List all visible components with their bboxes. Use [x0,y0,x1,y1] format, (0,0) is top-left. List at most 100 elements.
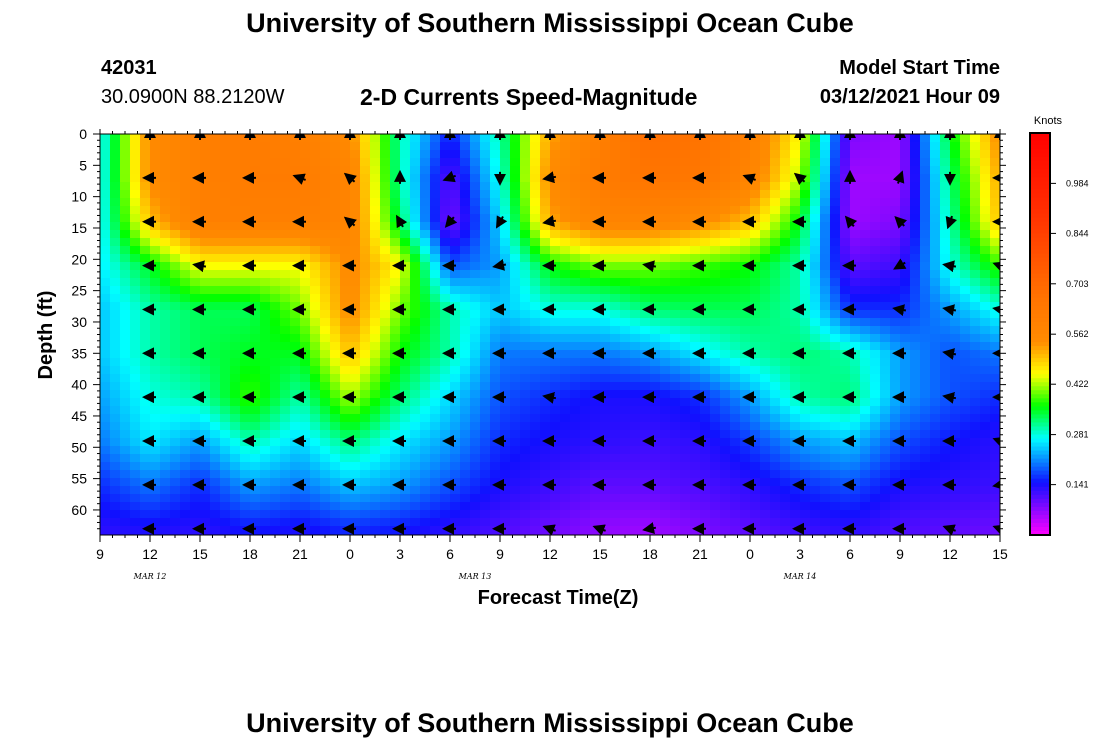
heatmap-cell [860,406,871,415]
heatmap-cell [670,150,681,159]
heatmap-cell [100,382,111,391]
heatmap-cell [880,270,891,279]
heatmap-cell [490,278,501,287]
heatmap-cell [490,334,501,343]
heatmap-cell [530,470,541,479]
y-tick-label: 45 [71,408,87,424]
heatmap-cell [550,318,561,327]
heatmap-cell [160,398,171,407]
heatmap-cell [490,350,501,359]
heatmap-cell [160,446,171,455]
heatmap-cell [190,414,201,423]
heatmap-cell [400,382,411,391]
heatmap-cell [710,438,721,447]
heatmap-cell [380,182,391,191]
heatmap-cell [640,374,651,383]
heatmap-cell [400,438,411,447]
heatmap-cell [850,494,861,503]
heatmap-cell [240,350,251,359]
heatmap-cell [450,398,461,407]
heatmap-cell [670,238,681,247]
heatmap-cell [950,286,961,295]
heatmap-cell [340,374,351,383]
heatmap-cell [340,246,351,255]
heatmap-cell [390,238,401,247]
heatmap-cell [470,350,481,359]
heatmap-cell [910,342,921,351]
heatmap-cell [920,230,931,239]
heatmap-cell [230,406,241,415]
heatmap-cell [350,246,361,255]
heatmap-cell [520,302,531,311]
heatmap-cell [960,246,971,255]
heatmap-cell [980,214,991,223]
heatmap-cell [590,470,601,479]
heatmap-cell [920,206,931,215]
heatmap-cell [820,334,831,343]
heatmap-cell [830,502,841,511]
heatmap-cell [960,134,971,143]
heatmap-cell [420,318,431,327]
heatmap-cell [570,230,581,239]
heatmap-cell [860,486,871,495]
heatmap-cell [440,430,451,439]
heatmap-cell [230,222,241,231]
heatmap-cell [870,502,881,511]
heatmap-cell [990,310,1000,319]
heatmap-cell [430,406,441,415]
heatmap-cell [680,414,691,423]
heatmap-cell [680,334,691,343]
heatmap-cell [430,150,441,159]
heatmap-cell [170,454,181,463]
heatmap-cell [620,278,631,287]
heatmap-cell [590,190,601,199]
heatmap-cell [380,302,391,311]
heatmap-cell [770,470,781,479]
heatmap-cell [820,254,831,263]
heatmap-cell [990,158,1000,167]
heatmap-cell [530,206,541,215]
heatmap-cell [230,390,241,399]
heatmap-cell [880,390,891,399]
heatmap-cell [350,494,361,503]
heatmap-cell [720,334,731,343]
heatmap-cell [310,398,321,407]
heatmap-cell [750,518,761,527]
heatmap-cell [570,438,581,447]
heatmap-cell [350,230,361,239]
heatmap-cell [230,166,241,175]
heatmap-cell [800,158,811,167]
heatmap-cell [790,446,801,455]
heatmap-cell [690,182,701,191]
heatmap-cell [900,510,911,519]
heatmap-cell [810,494,821,503]
heatmap-cell [230,430,241,439]
heatmap-cell [950,334,961,343]
heatmap-cell [270,382,281,391]
heatmap-cell [150,326,161,335]
heatmap-cell [100,470,111,479]
heatmap-cell [270,238,281,247]
heatmap-cell [460,286,471,295]
heatmap-cell [300,270,311,279]
heatmap-cell [830,278,841,287]
heatmap-cell [280,310,291,319]
heatmap-cell [940,182,951,191]
heatmap-cell [500,142,511,151]
heatmap-cell [790,494,801,503]
heatmap-cell [390,150,401,159]
heatmap-cell [580,502,591,511]
current-arrow [343,216,357,229]
heatmap-cell [950,414,961,423]
heatmap-cell [920,518,931,527]
heatmap-cell [580,214,591,223]
heatmap-cell [560,326,571,335]
heatmap-cell [260,358,271,367]
heatmap-cell [530,510,541,519]
heatmap-cell [630,254,641,263]
heatmap-cell [570,486,581,495]
heatmap-cell [500,470,511,479]
heatmap-cell [360,518,371,527]
heatmap-cell [970,310,981,319]
heatmap-cell [960,230,971,239]
